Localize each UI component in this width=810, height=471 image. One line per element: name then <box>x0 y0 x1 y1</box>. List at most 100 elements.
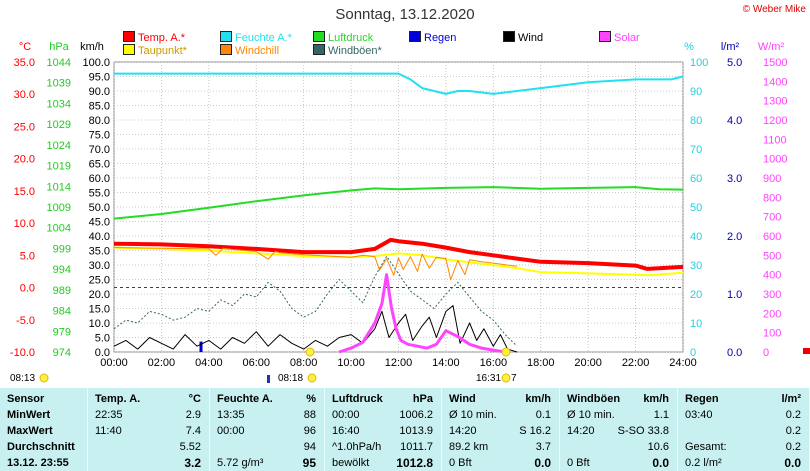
temp-tick-label: 20.0 <box>14 154 35 166</box>
wind-tick-label: 50.0 <box>89 202 110 214</box>
stats-cell: 2.9 <box>185 409 201 421</box>
solar-unit-label: W/m² <box>758 41 785 53</box>
wind-tick-label: 55.0 <box>89 188 110 200</box>
stats-column: Regen l/m² 03:40 0.2 0.2 Gesamt: 0.2 0.2 l/m² 0.… <box>678 388 810 471</box>
stats-cell: MinWert <box>7 409 51 421</box>
wind-tick-label: 70.0 <box>89 144 110 156</box>
solar-tick-label: 1200 <box>763 115 787 127</box>
stats-cell: 1011.7 <box>400 441 433 453</box>
sunset-axis-icon <box>501 347 511 357</box>
stats-row: Ø 10 min. 1.1 <box>560 407 677 423</box>
rain-tick-label: 4.0 <box>727 115 742 127</box>
stats-cell: 3.7 <box>535 441 551 453</box>
humidity-tick-label: 20 <box>690 289 702 301</box>
rain-tick-label: 5.0 <box>727 57 742 69</box>
temp-tick-label: 10.0 <box>14 218 35 230</box>
series-solar <box>338 273 506 354</box>
stats-cell: 13.12. 23:55 <box>7 457 69 469</box>
wind-tick-label: 35.0 <box>89 246 110 258</box>
sunset-icon <box>501 373 511 383</box>
weather-chart: 00:00 02:00 04:00 06:00 08:00 10:00 12:00 14:00… <box>10 41 810 384</box>
pressure-tick-label: 1009 <box>47 202 71 214</box>
stats-row: 13:35 88 <box>210 407 324 423</box>
stats-column: Luftdruck hPa 00:00 1006.2 16:40 1013.9 ^1.0hP… <box>325 388 442 471</box>
stats-cell: 7.4 <box>185 425 201 437</box>
stats-header: Luftdruck hPa <box>325 391 441 407</box>
stats-cell: km/h <box>525 393 551 405</box>
rain-tick-label: 2.0 <box>727 231 742 243</box>
legend-item: Wind <box>503 31 543 44</box>
stats-row: 0 Bft 0.0 <box>560 455 677 471</box>
sunset-suffix-label: 7 <box>511 373 517 384</box>
series-taupunkt <box>113 246 684 277</box>
stats-cell: bewölkt <box>332 457 370 469</box>
series-feuchtea <box>114 72 684 95</box>
stats-cell: MaxWert <box>7 425 53 437</box>
x-tick-label: 24:00 <box>669 357 697 369</box>
pressure-tick-label: 1024 <box>47 140 71 152</box>
wind-tick-label: 60.0 <box>89 173 110 185</box>
stats-row: 0.2 <box>678 423 809 439</box>
series-windben <box>113 255 518 347</box>
wind-tick-label: 30.0 <box>89 260 110 272</box>
pressure-tick-label: 974 <box>53 347 71 359</box>
stats-cell: Gesamt: <box>685 441 727 453</box>
x-tick-label: 10:00 <box>337 357 365 369</box>
sunrise-time-label-2: 08:18 <box>278 373 303 384</box>
wind-tick-label: 95.0 <box>89 72 110 84</box>
rain-tick-label: 3.0 <box>727 173 742 185</box>
stats-row: 16:40 1013.9 <box>325 423 441 439</box>
series-wind <box>113 305 518 353</box>
stats-cell: 89.2 km <box>449 441 489 453</box>
solar-tick-label: 300 <box>763 289 781 301</box>
stats-cell: 5.72 g/m³ <box>217 457 264 469</box>
stats-row: 22:35 2.9 <box>88 407 209 423</box>
sunrise-time-label: 08:13 <box>10 373 35 384</box>
stats-cell: 14:20 <box>567 425 595 437</box>
stats-row: 00:00 1006.2 <box>325 407 441 423</box>
legend-label: Regen <box>424 32 457 44</box>
stats-cell: Luftdruck <box>332 393 383 405</box>
rain-tick-label: 1.0 <box>727 289 742 301</box>
pressure-tick-label: 979 <box>53 326 71 338</box>
stats-cell: 0.2 <box>785 409 801 421</box>
stats-column: Feuchte A.% 13:35 88 00:00 96 94 5.72 g/m³ 95 <box>210 388 325 471</box>
x-tick-label: 04:00 <box>195 357 223 369</box>
stats-cell: 10.6 <box>647 441 669 453</box>
humidity-unit-label: % <box>684 41 694 53</box>
pressure-tick-label: 989 <box>53 285 71 297</box>
stats-column: Sensor MinWert MaxWert Durchschnitt 13.12. 2… <box>0 388 88 471</box>
wind-tick-label: 45.0 <box>89 217 110 229</box>
solar-tick-label: 1100 <box>763 134 787 146</box>
wind-tick-label: 85.0 <box>89 101 110 113</box>
stats-column: Windböen km/h Ø 10 min. 1.1 14:20 S-SO 33.8 10… <box>560 388 678 471</box>
stats-cell: 96 <box>303 425 316 437</box>
stats-table: Sensor MinWert MaxWert Durchschnitt 13.12. 2… <box>0 388 810 471</box>
legend-swatch <box>313 31 325 42</box>
legend-swatch <box>220 44 232 55</box>
wind-tick-label: 20.0 <box>89 289 110 301</box>
x-tick-label: 12:00 <box>385 357 413 369</box>
legend-swatch <box>503 31 515 42</box>
stats-row: 3.2 <box>88 455 209 471</box>
pressure-tick-label: 1014 <box>47 181 71 193</box>
temp-tick-label: -5.0 <box>16 315 35 327</box>
stats-cell: 14:20 <box>449 425 477 437</box>
legend-item: Luftdruck <box>313 31 373 44</box>
solar-tick-label: 1500 <box>763 57 787 69</box>
solar-tick-label: 500 <box>763 250 781 262</box>
chart-series <box>113 72 684 354</box>
stats-row: Ø 10 min. 0.1 <box>442 407 559 423</box>
series-luftdruck <box>113 186 684 220</box>
stats-header: Regen l/m² <box>678 391 809 407</box>
stats-cell: 1006.2 <box>399 409 433 421</box>
stats-row: 14:20 S-SO 33.8 <box>560 423 677 439</box>
x-tick-label: 20:00 <box>574 357 602 369</box>
sunset-time-label: 16:31 <box>476 373 501 384</box>
sun-icon <box>307 373 317 383</box>
solar-tick-label: 200 <box>763 308 781 320</box>
stats-cell: 0.2 <box>785 441 801 453</box>
wind-tick-label: 40.0 <box>89 231 110 243</box>
stats-cell: 0.1 <box>535 409 551 421</box>
stats-cell: 0 Bft <box>567 457 590 469</box>
